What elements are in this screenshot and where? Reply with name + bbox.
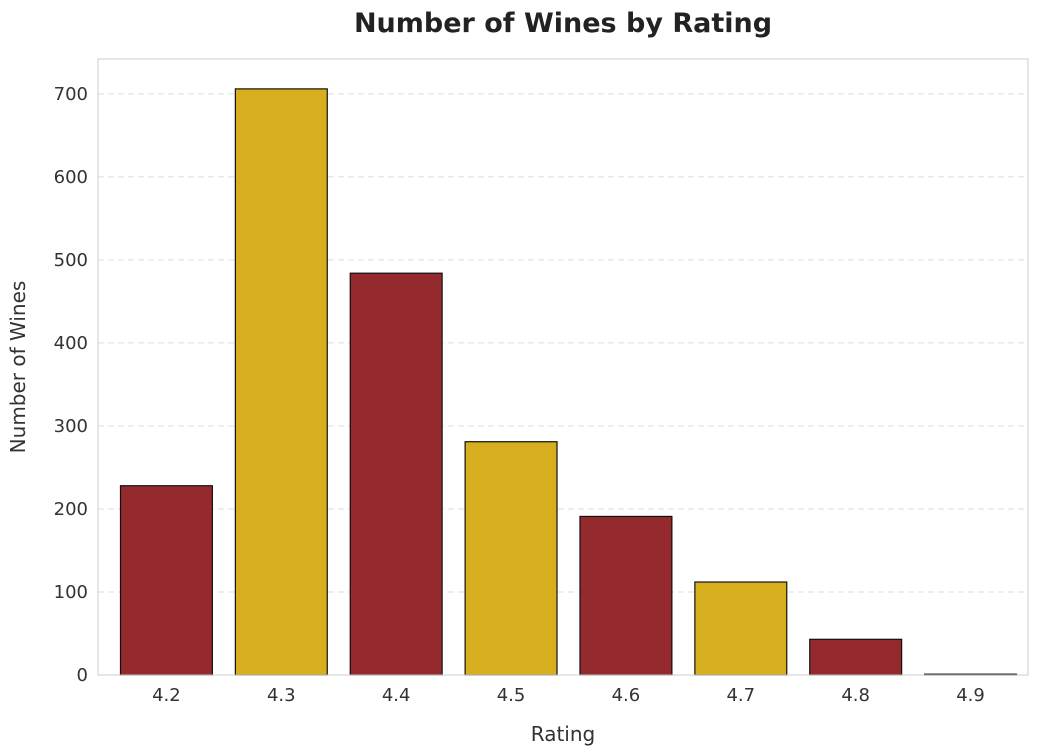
x-axis-ticks: 4.2 4.3 4.4 4.5 4.6 4.7 4.8 4.9 <box>152 685 985 706</box>
y-tick-label: 700 <box>54 84 88 105</box>
x-tick-label: 4.9 <box>956 685 985 706</box>
x-tick-label: 4.5 <box>497 685 526 706</box>
bar-4.8 <box>809 638 903 676</box>
chart-title: Number of Wines by Rating <box>354 8 772 39</box>
x-tick-label: 4.6 <box>612 685 641 706</box>
plot-frame <box>97 58 1029 676</box>
y-tick-label: 600 <box>54 167 88 188</box>
y-tick-label: 400 <box>54 333 88 354</box>
y-axis-ticks: 0 100 200 300 400 500 600 700 <box>54 84 88 686</box>
y-tick-label: 0 <box>77 665 88 686</box>
bar-4.6 <box>579 515 673 676</box>
x-axis-label: Rating <box>531 722 595 746</box>
x-tick-label: 4.8 <box>841 685 870 706</box>
bar-4.3 <box>234 88 328 676</box>
bar-4.7 <box>694 581 788 676</box>
x-tick-label: 4.2 <box>152 685 181 706</box>
x-tick-label: 4.7 <box>726 685 755 706</box>
bar-4.4 <box>349 272 443 676</box>
bar-4.5 <box>464 441 558 676</box>
y-tick-label: 500 <box>54 250 88 271</box>
bars <box>119 88 1018 676</box>
y-tick-label: 300 <box>54 416 88 437</box>
x-tick-label: 4.3 <box>267 685 296 706</box>
bar-4.2 <box>119 485 213 676</box>
y-axis-label: Number of Wines <box>6 281 30 454</box>
x-tick-label: 4.4 <box>382 685 411 706</box>
y-tick-label: 100 <box>54 582 88 603</box>
y-tick-label: 200 <box>54 499 88 520</box>
